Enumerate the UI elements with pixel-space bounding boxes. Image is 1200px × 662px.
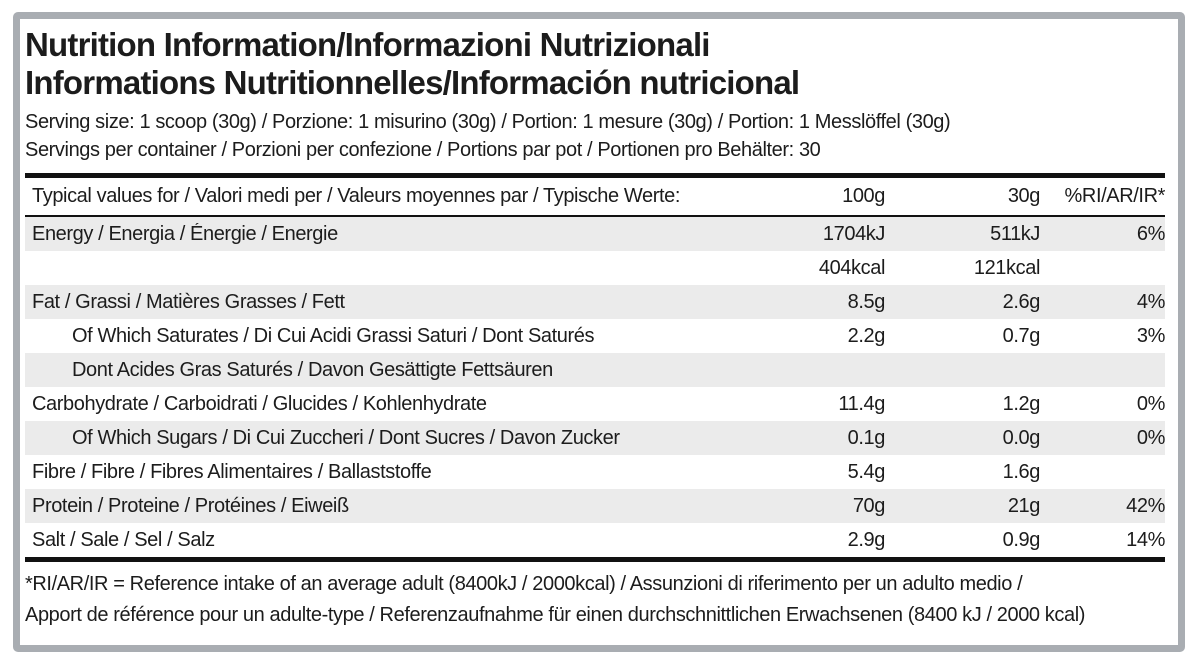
label-title: Nutrition Information/Informazioni Nutri…	[25, 26, 1165, 102]
table-row-sugars: Of Which Sugars / Di Cui Zuccheri / Dont…	[25, 421, 1165, 455]
row-label: Protein / Proteine / Protéines / Eiweiß	[32, 494, 349, 517]
row-label: Fibre / Fibre / Fibres Alimentaires / Ba…	[32, 460, 432, 483]
table-row-saturates-continued: Dont Acides Gras Saturés / Davon Gesätti…	[25, 353, 1165, 387]
row-label: Of Which Sugars / Di Cui Zuccheri / Dont…	[72, 426, 620, 449]
servings-per-container-line: Servings per container / Porzioni per co…	[25, 139, 821, 161]
row-value-ri: 14%	[1126, 528, 1165, 551]
header-col-ri: %RI/AR/IR*	[1064, 185, 1166, 207]
row-value-30g: 0.0g	[1002, 426, 1041, 449]
row-label: Salt / Sale / Sel / Salz	[32, 528, 215, 551]
table-row-protein: Protein / Proteine / Protéines / Eiweiß …	[25, 489, 1165, 523]
row-label: Of Which Saturates / Di Cui Acidi Grassi…	[72, 324, 595, 347]
rule-above-header	[25, 173, 1165, 178]
row-value-100g: 5.4g	[847, 460, 886, 483]
table-row-fibre: Fibre / Fibre / Fibres Alimentaires / Ba…	[25, 455, 1165, 489]
header-col-30g: 30g	[1007, 185, 1041, 207]
nutrition-label: Nutrition Information/Informazioni Nutri…	[13, 12, 1185, 652]
table-row-salt: Salt / Sale / Sel / Salz 2.9g 0.9g 14%	[25, 523, 1165, 557]
header-col-100g: 100g	[842, 185, 885, 207]
row-value-30g: 121kcal	[973, 256, 1041, 279]
serving-size-line: Serving size: 1 scoop (30g) / Porzione: …	[25, 111, 951, 133]
row-value-100g: 11.4g	[838, 392, 885, 415]
row-value-30g: 0.9g	[1002, 528, 1041, 551]
row-value-30g: 21g	[1007, 494, 1041, 517]
rule-below-header	[25, 215, 1165, 217]
row-value-100g: 2.9g	[847, 528, 886, 551]
row-value-ri: 0%	[1136, 392, 1166, 415]
row-value-100g: 404kcal	[818, 256, 886, 279]
row-value-100g: 70g	[852, 494, 886, 517]
table-row-carbohydrate: Carbohydrate / Carboidrati / Glucides / …	[25, 387, 1165, 421]
row-value-ri: 4%	[1136, 290, 1166, 313]
serving-info: Serving size: 1 scoop (30g) / Porzione: …	[25, 108, 1165, 164]
footnote-line-1: *RI/AR/IR = Reference intake of an avera…	[25, 573, 1023, 595]
table-row-energy-kcal: 404kcal 121kcal	[25, 251, 1165, 285]
row-label: Dont Acides Gras Saturés / Davon Gesätti…	[72, 358, 553, 381]
row-value-ri: 6%	[1136, 222, 1166, 245]
table-header-row: Typical values for / Valori medi per / V…	[25, 178, 1165, 215]
row-label: Energy / Energia / Énergie / Energie	[32, 222, 338, 245]
row-value-100g: 0.1g	[847, 426, 886, 449]
row-label: Fat / Grassi / Matières Grasses / Fett	[32, 290, 345, 313]
row-value-100g: 1704kJ	[822, 222, 885, 245]
row-value-100g: 2.2g	[847, 324, 886, 347]
table-row-fat: Fat / Grassi / Matières Grasses / Fett 8…	[25, 285, 1165, 319]
row-label: Carbohydrate / Carboidrati / Glucides / …	[32, 392, 487, 415]
row-value-ri: 0%	[1136, 426, 1166, 449]
table-row-saturates: Of Which Saturates / Di Cui Acidi Grassi…	[25, 319, 1165, 353]
row-value-30g: 511kJ	[990, 222, 1040, 245]
row-value-100g: 8.5g	[847, 290, 886, 313]
row-value-30g: 1.2g	[1002, 392, 1041, 415]
rule-bottom	[25, 557, 1165, 562]
row-value-30g: 2.6g	[1002, 290, 1041, 313]
footnote-line-2: Apport de référence pour un adulte-type …	[25, 604, 1086, 626]
reference-intake-footnote: *RI/AR/IR = Reference intake of an avera…	[25, 569, 1165, 631]
row-value-ri: 42%	[1126, 494, 1165, 517]
header-typical-values: Typical values for / Valori medi per / V…	[32, 185, 681, 207]
title-line-2: Informations Nutritionnelles/Información…	[25, 64, 800, 101]
table-row-energy: Energy / Energia / Énergie / Energie 170…	[25, 217, 1165, 251]
row-value-30g: 1.6g	[1002, 460, 1041, 483]
row-value-30g: 0.7g	[1002, 324, 1041, 347]
title-line-1: Nutrition Information/Informazioni Nutri…	[25, 26, 710, 63]
row-value-ri: 3%	[1136, 324, 1166, 347]
